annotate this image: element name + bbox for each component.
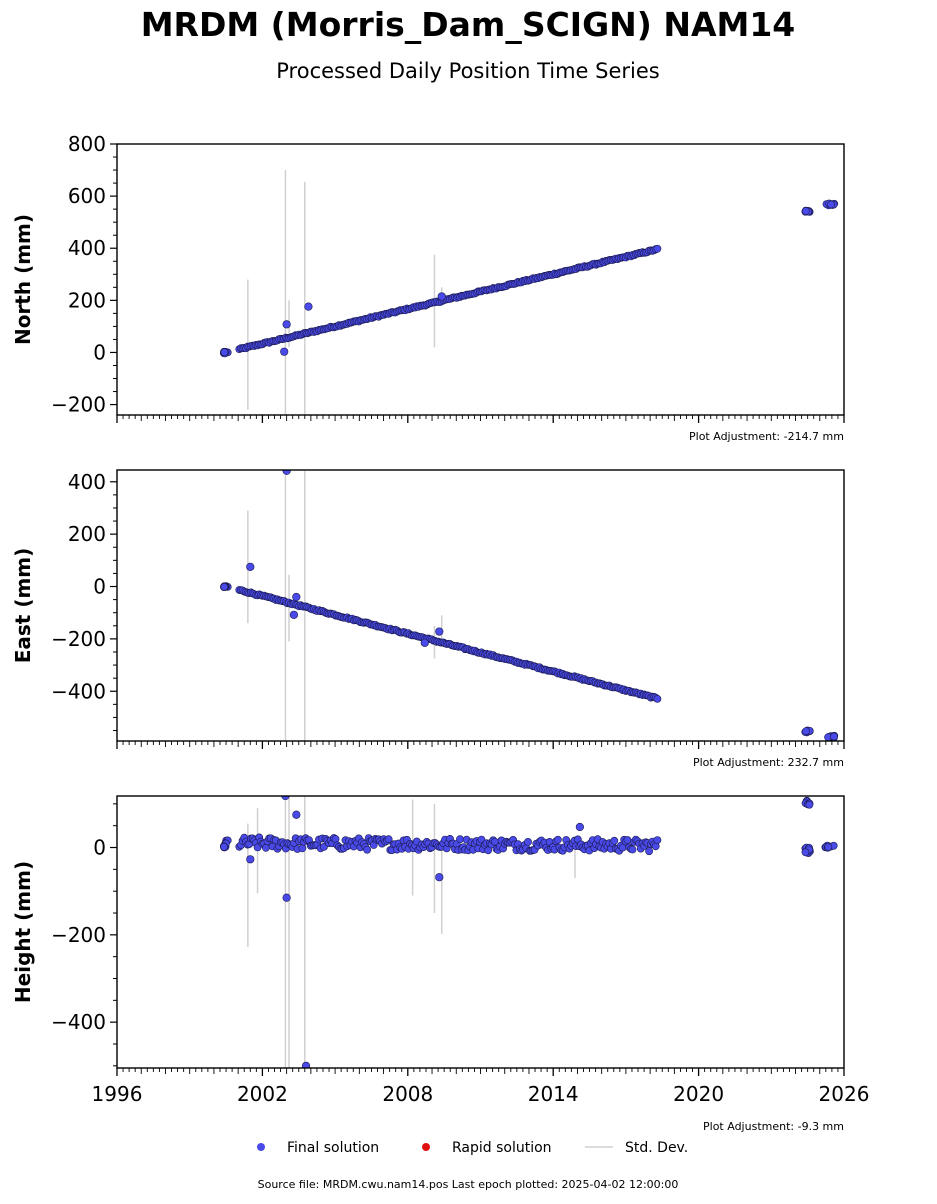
data-point-outlier	[301, 1061, 311, 1068]
data-point-outlier	[437, 292, 446, 301]
y-tick-label: 0	[93, 340, 106, 364]
plot-adjustment-label: Plot Adjustment: -9.3 mm	[703, 1120, 844, 1133]
data-point	[220, 842, 228, 851]
data-point-outlier	[282, 893, 291, 902]
data-point	[220, 583, 229, 591]
data-point	[628, 845, 637, 854]
plot-area	[219, 170, 839, 415]
legend-final-marker	[257, 1143, 265, 1151]
plot-area	[219, 796, 838, 1068]
data-point-outlier	[282, 320, 291, 329]
data-point	[824, 843, 833, 851]
data-point	[456, 835, 464, 844]
y-tick-label: −200	[51, 923, 106, 947]
data-point	[524, 838, 532, 846]
data-point	[827, 200, 835, 209]
data-point	[384, 835, 393, 844]
y-tick-label: 400	[68, 470, 106, 494]
legend: Final solution Rapid solution Std. Dev.	[257, 1140, 688, 1156]
x-tick-label: 2026	[819, 1082, 870, 1106]
x-tick-label: 2020	[673, 1082, 724, 1106]
x-tick-label: 2002	[237, 1082, 288, 1106]
data-point	[653, 836, 662, 844]
data-point-outlier	[292, 592, 301, 602]
data-point	[261, 843, 270, 852]
panel-frame	[116, 469, 845, 742]
data-point-outlier	[280, 347, 289, 356]
legend-final-label: Final solution	[287, 1140, 379, 1156]
data-point-outlier	[435, 873, 444, 882]
data-point	[298, 844, 307, 853]
y-tick-label: −200	[51, 393, 106, 417]
y-axis-label: East (mm)	[11, 548, 35, 664]
data-point	[802, 727, 810, 736]
x-tick-label: 2014	[528, 1082, 579, 1106]
y-tick-label: 200	[68, 522, 106, 546]
panel-frame	[116, 143, 845, 416]
panel-east: −400 −200 0 200 400 East (mm) Plot Adjustment:…	[11, 469, 845, 769]
data-point	[220, 348, 229, 357]
data-point	[623, 836, 632, 844]
data-point-outlier	[289, 610, 299, 619]
data-point-outlier	[420, 638, 429, 647]
y-tick-label: 200	[68, 288, 106, 312]
y-axis-label: North (mm)	[11, 214, 35, 345]
panel-height: −400 −200 0 Height (mm) Plot Adjustment: -9.…	[11, 795, 870, 1133]
chart-subtitle: Processed Daily Position Time Series	[276, 59, 660, 83]
panel-north: −200 0 200 400 600 800 North (mm) Plot Adjustme…	[11, 132, 845, 443]
data-point	[610, 836, 619, 845]
plot-area	[220, 470, 839, 741]
legend-rapid-marker	[422, 1143, 430, 1151]
data-point-outlier	[292, 810, 301, 819]
data-point-outlier	[246, 562, 255, 571]
y-tick-label: 400	[68, 236, 106, 260]
legend-std-label: Std. Dev.	[625, 1140, 688, 1156]
y-axis-label: Height (mm)	[11, 861, 35, 1003]
y-tick-label: −400	[51, 1010, 106, 1034]
data-point	[363, 845, 371, 854]
data-point	[645, 847, 653, 856]
y-tick-label: 0	[93, 575, 106, 599]
y-tick-label: −400	[51, 679, 106, 703]
legend-rapid-label: Rapid solution	[452, 1140, 552, 1156]
data-point-outlier	[304, 302, 313, 311]
data-point	[554, 835, 562, 844]
data-point-outlier	[435, 627, 444, 636]
data-point-outlier	[575, 822, 584, 832]
y-tick-label: 800	[68, 132, 106, 156]
data-point	[801, 207, 810, 215]
y-tick-label: 0	[93, 836, 106, 860]
data-point-outlier	[282, 470, 291, 475]
x-tick-label: 2008	[382, 1082, 433, 1106]
plot-adjustment-label: Plot Adjustment: -214.7 mm	[689, 430, 844, 443]
plot-adjustment-label: Plot Adjustment: 232.7 mm	[693, 756, 844, 769]
data-point	[653, 695, 662, 703]
y-tick-label: 600	[68, 184, 106, 208]
data-point	[801, 848, 810, 857]
source-footer: Source file: MRDM.cwu.nam14.pos Last epo…	[258, 1178, 679, 1191]
chart-title: MRDM (Morris_Dam_SCIGN) NAM14	[141, 5, 796, 44]
data-point	[653, 244, 662, 253]
data-point-outlier	[246, 855, 255, 864]
y-tick-label: −200	[51, 627, 106, 651]
data-point	[830, 732, 838, 741]
data-point	[805, 800, 814, 809]
x-tick-label: 1996	[92, 1082, 143, 1106]
